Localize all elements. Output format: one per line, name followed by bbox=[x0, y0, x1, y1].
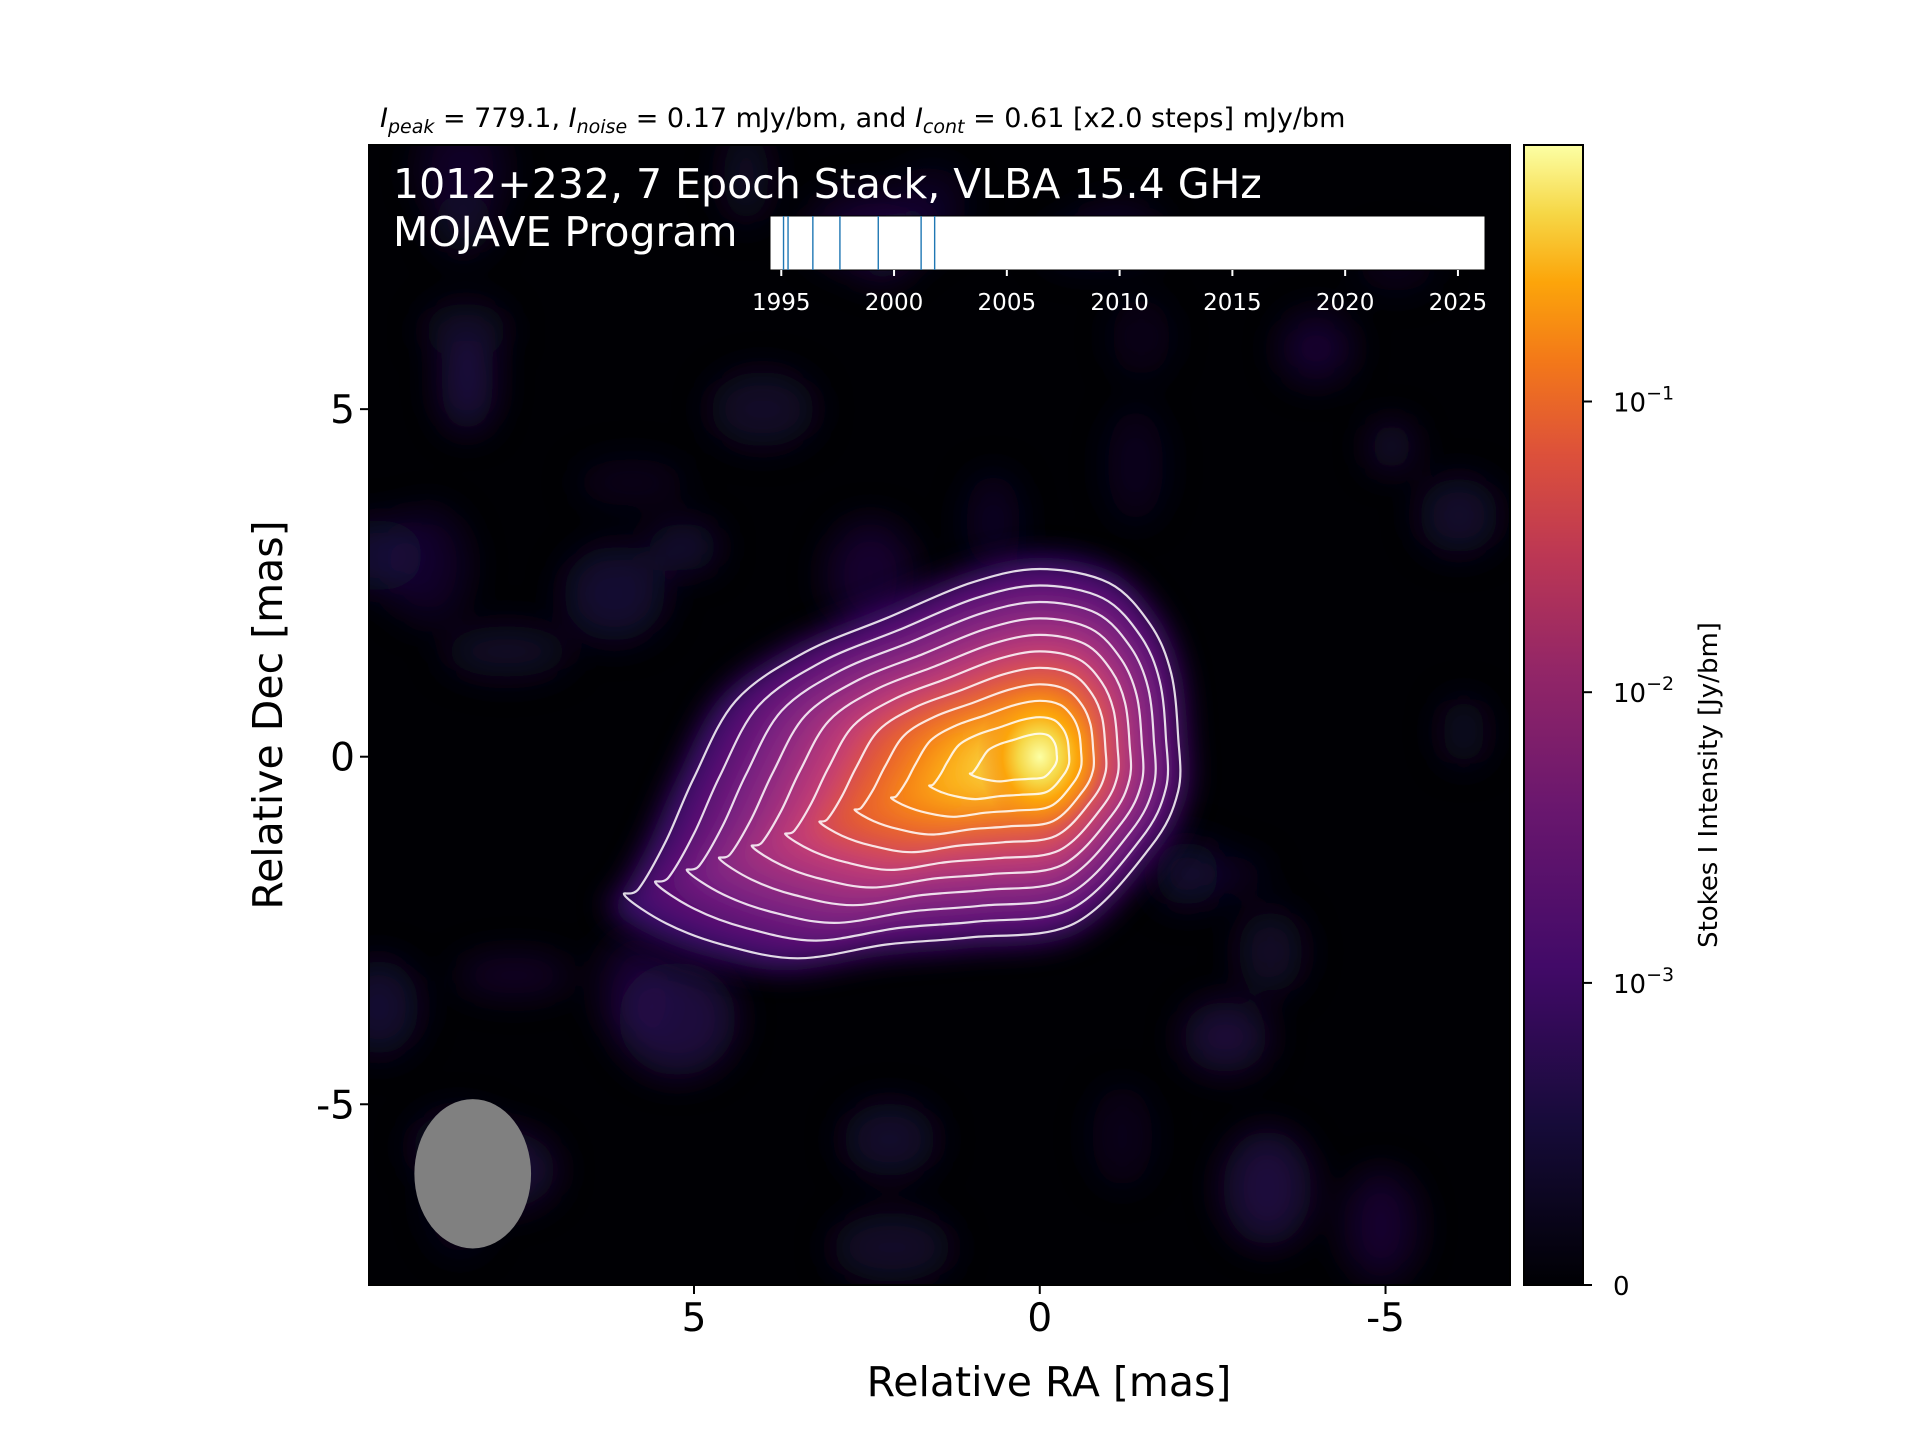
colorbar-tick-label: 10−3 bbox=[1613, 964, 1674, 1000]
jet-emission bbox=[602, 557, 1189, 971]
timeline-tick-label: 2020 bbox=[1316, 290, 1375, 316]
noise-blob bbox=[600, 934, 669, 1043]
plot-frame bbox=[368, 144, 1511, 1286]
noise-blob bbox=[1182, 1001, 1269, 1073]
noise-blob bbox=[723, 145, 769, 225]
colorbar-tick-label: 10−2 bbox=[1613, 673, 1674, 709]
beam-ellipse bbox=[414, 1099, 532, 1249]
noise-blob bbox=[843, 1102, 937, 1177]
x-tick-label: -5 bbox=[1366, 1296, 1405, 1341]
noise-blob bbox=[1370, 422, 1413, 471]
axes: 5 0 -5 5 0 -5 bbox=[316, 388, 1405, 1341]
noise-blob bbox=[418, 145, 507, 221]
noise-blob bbox=[1280, 313, 1352, 384]
noise-blob bbox=[1442, 697, 1486, 766]
timeline-tick-label: 2000 bbox=[865, 290, 924, 316]
timeline-tick-label: 1995 bbox=[752, 290, 811, 316]
noise-blob bbox=[563, 546, 666, 642]
noise-blob bbox=[424, 302, 508, 359]
contour-level bbox=[717, 617, 1145, 907]
noise-blob bbox=[1107, 407, 1164, 523]
noise-blob bbox=[435, 192, 492, 254]
contour-level bbox=[890, 699, 1083, 818]
noise-blob bbox=[1092, 1085, 1153, 1188]
noise-blob bbox=[826, 520, 915, 630]
x-tick-label: 5 bbox=[682, 1296, 707, 1341]
colorbar-gradient bbox=[1523, 144, 1584, 1286]
noise-blob bbox=[1419, 477, 1499, 554]
noise-blob bbox=[387, 508, 470, 624]
noise-blob bbox=[441, 338, 494, 432]
x-axis-label: Relative RA [mas] bbox=[867, 1358, 1232, 1406]
timeline-tick-label: 2025 bbox=[1429, 290, 1488, 316]
contour-level bbox=[818, 666, 1108, 854]
timeline-tick-label: 2010 bbox=[1090, 290, 1149, 316]
contour-level bbox=[928, 716, 1071, 801]
y-tick-label: -5 bbox=[316, 1083, 355, 1128]
x-tick-label: 0 bbox=[1027, 1296, 1052, 1341]
noise-blob bbox=[443, 625, 570, 677]
noise-blob bbox=[966, 472, 1021, 571]
source-annotation: 1012+232, 7 Epoch Stack, VLBA 15.4 GHz bbox=[393, 160, 1262, 208]
contour-level bbox=[622, 567, 1182, 960]
timeline-tick-label: 2005 bbox=[978, 290, 1037, 316]
noise-blob bbox=[1222, 1130, 1312, 1246]
epoch-timeline: 1995 2000 2005 2010 2015 2020 2025 bbox=[752, 215, 1488, 316]
contour-level bbox=[968, 732, 1059, 783]
noise-blob bbox=[455, 956, 573, 995]
y-tick-label: 0 bbox=[330, 736, 355, 781]
noise-blob bbox=[1343, 1169, 1419, 1282]
program-annotation: MOJAVE Program bbox=[393, 208, 737, 256]
colorbar-tick-label: 0 bbox=[1613, 1272, 1630, 1302]
y-tick-label: 5 bbox=[330, 388, 355, 433]
colorbar-label: Stokes I Intensity [Jy/bm] bbox=[1694, 622, 1724, 948]
core bbox=[977, 684, 1103, 830]
contour-level bbox=[853, 683, 1096, 836]
noise-blob bbox=[576, 459, 688, 506]
timeline-tick-label: 2015 bbox=[1203, 290, 1262, 316]
y-axis-label: Relative Dec [mas] bbox=[244, 520, 292, 909]
colorbar: 0 10−3 10−2 10−1 Stokes I Intensity [Jy/bm] bbox=[1523, 144, 1724, 1302]
noise-blob bbox=[1112, 298, 1171, 377]
figure-title: Ipeak = 779.1, Inoise = 0.17 mJy/bm, and… bbox=[380, 103, 1345, 138]
noise-blob bbox=[1238, 910, 1304, 994]
contours bbox=[622, 567, 1182, 960]
noise-blob bbox=[1154, 841, 1220, 907]
contour-level bbox=[653, 584, 1170, 942]
noise-blob bbox=[832, 1212, 952, 1283]
noise-blob bbox=[709, 371, 816, 447]
noise-blob bbox=[369, 959, 419, 1055]
timeline-box bbox=[769, 215, 1486, 271]
contour-level bbox=[750, 633, 1133, 889]
colorbar-tick-label: 10−1 bbox=[1613, 383, 1674, 419]
image-panel bbox=[368, 144, 1511, 1286]
noise-blob bbox=[649, 522, 719, 572]
contour-level bbox=[685, 600, 1157, 925]
contour-level bbox=[784, 650, 1120, 872]
